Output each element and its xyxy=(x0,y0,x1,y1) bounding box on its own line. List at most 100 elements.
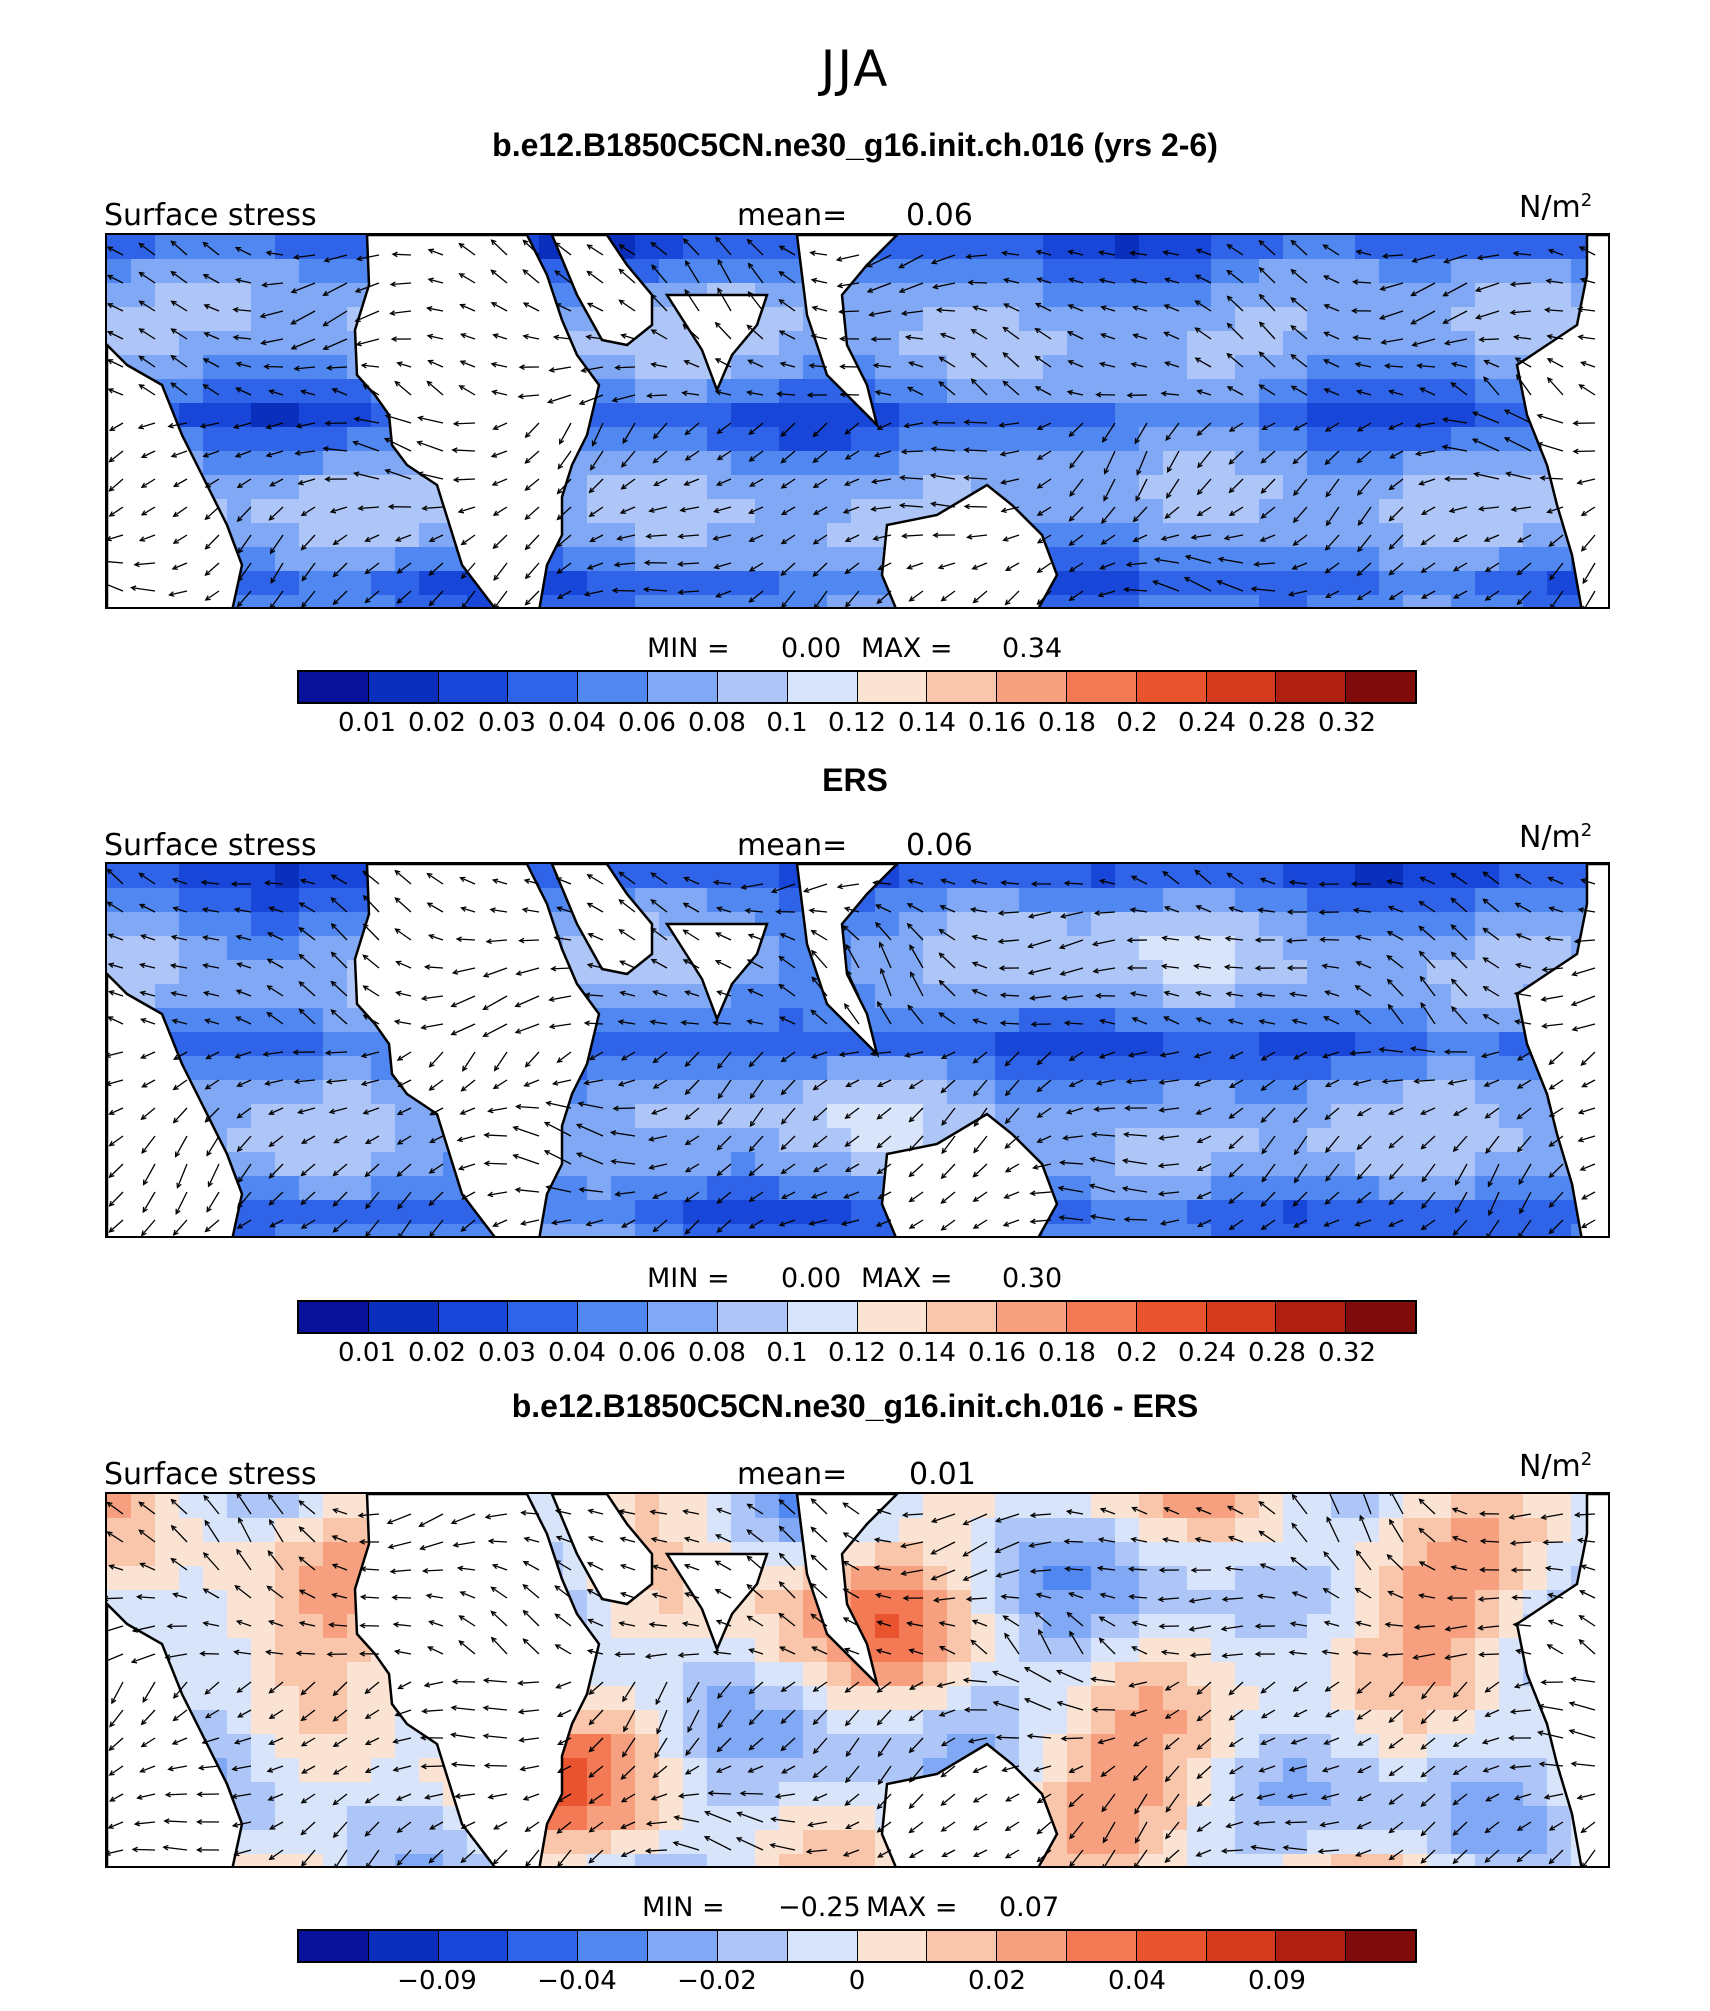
vector-arrow xyxy=(173,534,188,544)
vector-arrowhead xyxy=(1324,426,1332,432)
vector-arrowhead xyxy=(1261,424,1268,431)
vector-arrow xyxy=(941,1107,956,1126)
colorbar-swatch xyxy=(508,672,579,702)
vector-arrowhead xyxy=(684,1089,691,1096)
field-cell xyxy=(1019,331,1043,355)
field-cell xyxy=(611,1224,635,1236)
vector-arrowhead xyxy=(1260,1201,1267,1208)
vector-arrow xyxy=(1356,935,1372,941)
field-cell xyxy=(995,1056,1019,1080)
field-cell xyxy=(1211,379,1235,403)
vector-arrowhead xyxy=(330,951,337,958)
vector-arrowhead xyxy=(972,597,979,604)
vector-arrow xyxy=(1324,304,1340,312)
vector-arrowhead xyxy=(811,949,817,956)
field-cell xyxy=(1235,912,1259,936)
vector-arrow xyxy=(749,1191,764,1202)
field-cell xyxy=(1283,331,1307,355)
vector-arrow xyxy=(1323,359,1340,368)
vector-arrow xyxy=(356,338,380,346)
vector-arrow xyxy=(621,1219,636,1228)
field-cell xyxy=(1283,1056,1307,1080)
field-cell xyxy=(395,595,419,607)
colorbar-tick-label: 0.1 xyxy=(766,1338,808,1368)
vector-arrow xyxy=(173,1051,188,1060)
field-cell xyxy=(203,1080,227,1104)
field-cell xyxy=(251,912,275,936)
vector-arrow xyxy=(518,394,540,398)
vector-arrow xyxy=(1506,472,1532,480)
vector-arrow xyxy=(453,967,476,974)
vector-arrow xyxy=(1549,562,1564,580)
vector-arrow xyxy=(107,1079,124,1086)
field-cell xyxy=(179,1032,203,1056)
vector-arrow xyxy=(269,1107,284,1115)
field-cell xyxy=(1211,1152,1235,1176)
vector-arrow xyxy=(1571,995,1596,1006)
field-cell xyxy=(1115,595,1139,607)
vector-arrowhead xyxy=(650,293,657,301)
field-cell xyxy=(1139,1614,1163,1638)
vector-arrowhead xyxy=(140,934,147,940)
vector-arrowhead xyxy=(747,933,755,939)
field-cell xyxy=(1403,403,1427,427)
vector-arrowhead xyxy=(1419,975,1426,982)
field-cell xyxy=(1451,1494,1475,1518)
vector-arrow xyxy=(1324,1219,1340,1227)
vector-arrow xyxy=(555,270,572,284)
field-cell xyxy=(275,595,299,607)
colorbar-swatch xyxy=(857,672,928,702)
vector-arrowhead xyxy=(1029,1218,1036,1225)
vector-arrow xyxy=(973,1163,988,1178)
vector-arrowhead xyxy=(778,299,785,305)
vector-arrowhead xyxy=(746,959,753,965)
vector-arrowhead xyxy=(583,1079,590,1086)
vector-arrow xyxy=(781,1163,796,1174)
vector-arrowhead xyxy=(107,303,114,309)
vector-arrow xyxy=(1421,1191,1436,1209)
vector-arrow xyxy=(1005,562,1020,571)
field-cell xyxy=(1235,523,1259,547)
vector-arrow xyxy=(107,274,124,284)
vector-arrowhead xyxy=(1004,1060,1011,1067)
vector-arrowhead xyxy=(387,503,395,510)
field-cell xyxy=(371,1152,395,1176)
vector-arrowhead xyxy=(1388,569,1395,576)
vector-arrow xyxy=(1420,387,1436,396)
field-cell xyxy=(1235,1200,1259,1224)
field-cell xyxy=(1523,1542,1547,1566)
field-cell xyxy=(731,1056,755,1080)
field-cell xyxy=(155,235,179,259)
vector-arrow xyxy=(971,908,988,913)
field-cell xyxy=(131,331,155,355)
vector-arrow xyxy=(264,365,284,368)
vector-arrow xyxy=(141,506,156,516)
vector-arrow xyxy=(206,1135,220,1156)
vector-arrowhead xyxy=(457,508,465,514)
vector-arrowhead xyxy=(1228,1113,1235,1119)
field-cell xyxy=(899,888,923,912)
field-cell xyxy=(1331,1032,1355,1056)
vector-arrowhead xyxy=(1354,1009,1361,1016)
vector-arrowhead xyxy=(844,1141,851,1147)
vector-arrowhead xyxy=(843,480,851,486)
vector-arrowhead xyxy=(999,1020,1006,1027)
vector-arrow xyxy=(587,562,604,570)
vector-arrow xyxy=(844,1191,860,1199)
vector-arrowhead xyxy=(1196,1193,1203,1199)
vector-arrowhead xyxy=(677,533,684,540)
field-cell xyxy=(251,1638,275,1662)
field-cell xyxy=(947,235,971,259)
vector-arrowhead xyxy=(1196,1165,1204,1171)
vector-arrowhead xyxy=(1488,1209,1494,1217)
vector-arrow xyxy=(681,1021,700,1025)
coastline xyxy=(107,972,244,1236)
vector-arrowhead xyxy=(108,485,115,492)
vector-arrowhead xyxy=(329,508,337,514)
vector-arrow xyxy=(330,506,348,513)
vector-arrow xyxy=(205,534,220,550)
vector-arrowhead xyxy=(428,1061,435,1068)
vector-arrowhead xyxy=(1131,305,1139,311)
field-cell xyxy=(683,984,707,1008)
panel-1-mean-value: 0.06 xyxy=(906,198,973,233)
